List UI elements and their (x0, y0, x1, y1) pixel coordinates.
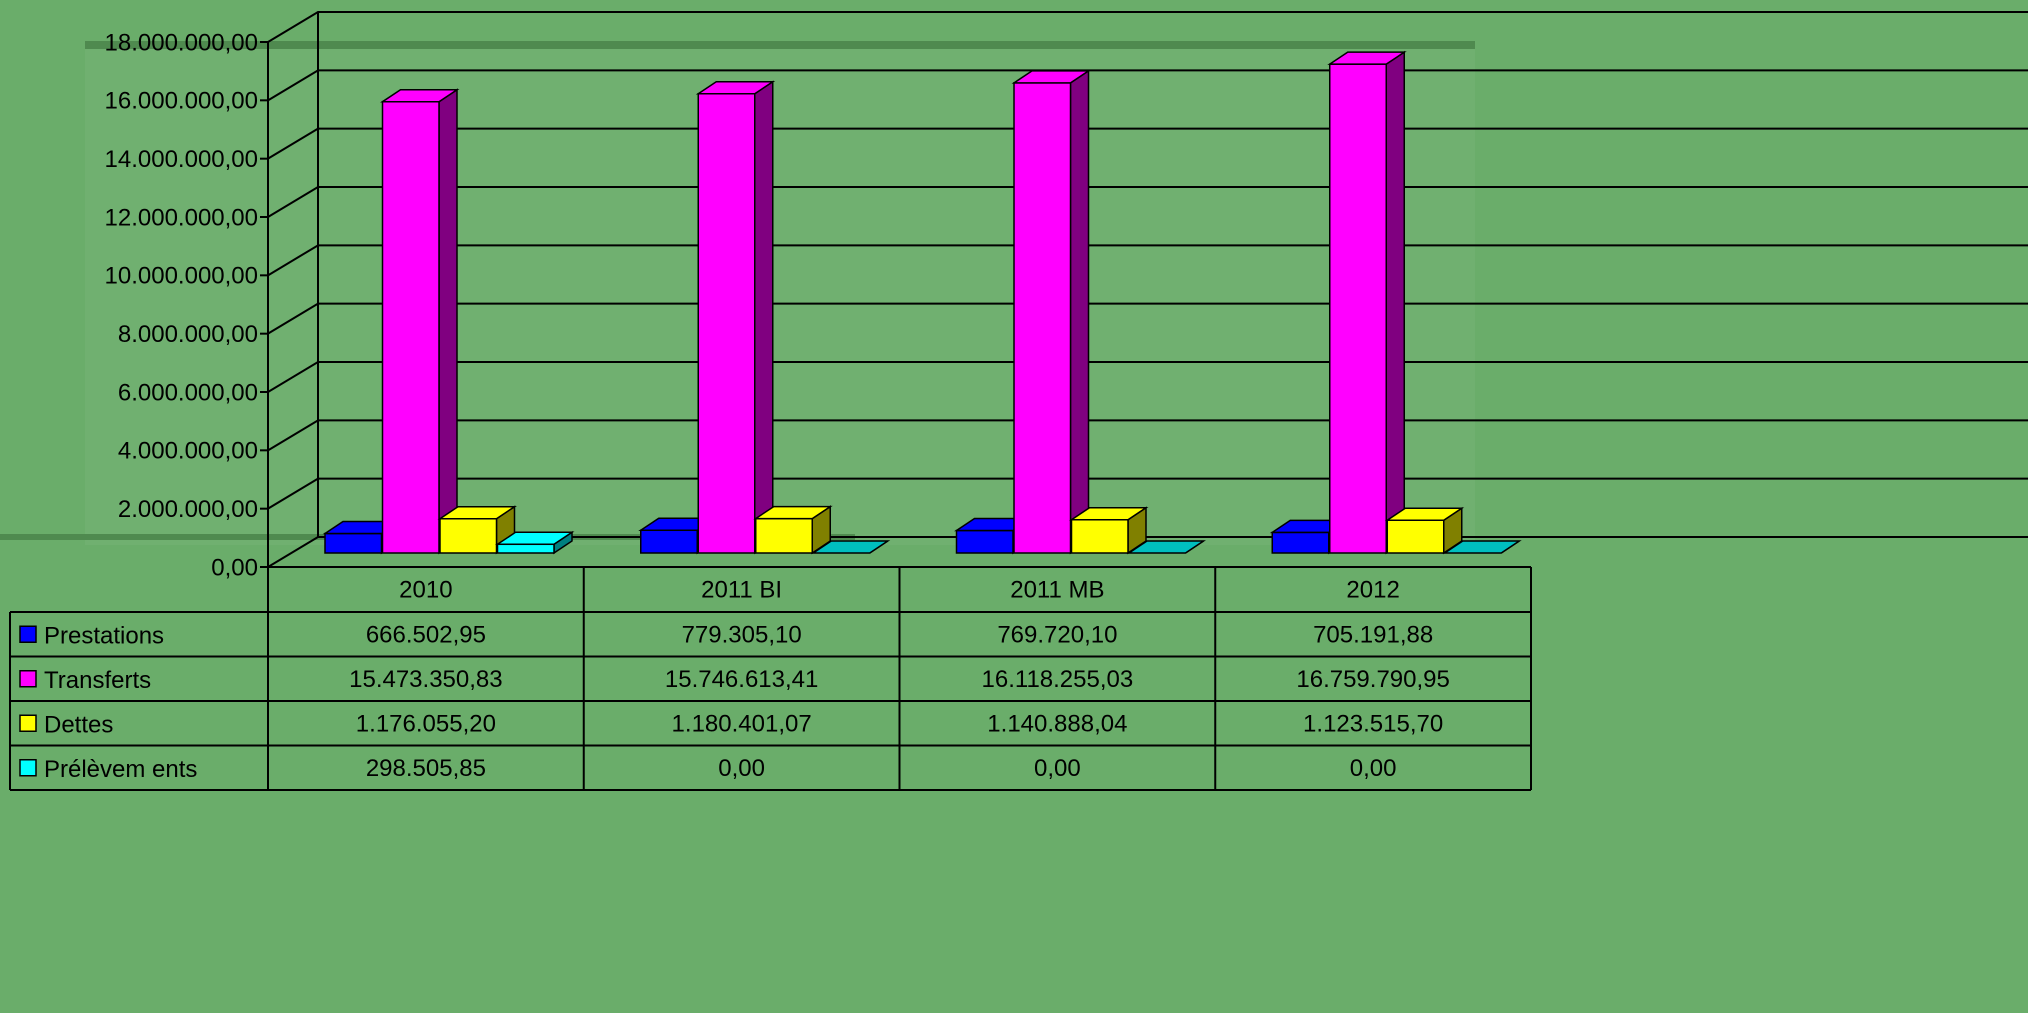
grid-line (267, 361, 2028, 393)
grid-line (267, 127, 2028, 160)
bar (1069, 506, 1149, 555)
bar-front (755, 517, 813, 554)
y-tick-label: 14.000.000,00 (105, 146, 258, 173)
legend-label: Prestations (44, 623, 164, 650)
y-tick-label: 2.000.000,00 (118, 496, 258, 523)
table-cell: 666.502,95 (366, 622, 486, 649)
table-cell: 1.180.401,07 (672, 711, 812, 738)
y-tick-label: 8.000.000,00 (118, 321, 258, 348)
bar-top (1384, 507, 1465, 521)
legend-label: Dettes (44, 712, 113, 739)
bar-front (381, 100, 440, 554)
grid-line (267, 419, 2028, 452)
grid-line (267, 244, 2028, 277)
bar-side (754, 80, 774, 555)
bar-top (1011, 70, 1091, 84)
bar (437, 505, 517, 555)
bar-front (1013, 82, 1072, 554)
bar-top (1327, 51, 1407, 65)
bar (810, 540, 891, 554)
table-cell: 16.118.255,03 (982, 666, 1134, 693)
background-panel (85, 45, 1475, 545)
y-tick-label: 10.000.000,00 (105, 263, 258, 290)
bar-front (640, 529, 698, 554)
bar-top (810, 540, 891, 554)
bar-front (1329, 63, 1387, 554)
bar (1126, 540, 1206, 554)
bar-front (1070, 518, 1129, 554)
bar-top (1442, 540, 1522, 554)
bar-top (1069, 506, 1149, 521)
table-cell: 15.746.613,41 (665, 666, 818, 693)
table-cell: 705.191,88 (1313, 622, 1433, 649)
bar (495, 530, 575, 555)
y-tick-label: 4.000.000,00 (118, 438, 258, 465)
bar-front (324, 532, 383, 554)
bar (695, 80, 776, 555)
table-cell: 779.305,10 (682, 622, 802, 649)
column-header: 2011 MB (1010, 576, 1104, 603)
y-tick-label: 6.000.000,00 (118, 379, 258, 406)
grid-line (267, 477, 2028, 510)
bar-front (697, 92, 756, 554)
bar-top (695, 80, 776, 95)
bar-side (1069, 69, 1090, 555)
table-cell: 0,00 (1034, 755, 1081, 782)
y-tick-label: 16.000.000,00 (105, 88, 258, 115)
bar (753, 505, 833, 555)
table-cell: 1.140.888,04 (987, 711, 1127, 738)
bar-top (380, 88, 460, 103)
table-cell: 1.123.515,70 (1303, 711, 1443, 738)
bar-front (1386, 519, 1445, 554)
table-cell: 769.720,10 (997, 622, 1117, 649)
bar-front (955, 529, 1014, 554)
legend-swatch (19, 714, 37, 732)
legend-label: Prélèvem ents (44, 756, 197, 783)
bar-front (496, 543, 555, 554)
bar-front (439, 517, 498, 554)
table-cell: 15.473.350,83 (349, 666, 502, 693)
bar-top (495, 531, 575, 546)
bar-top (1126, 540, 1206, 554)
column-header: 2012 (1346, 576, 1399, 603)
bar (1327, 50, 1407, 555)
table-cell: 16.759.790,95 (1296, 666, 1449, 693)
bar-front (1271, 531, 1330, 554)
y-tick-label: 0,00 (211, 554, 258, 581)
table-cell: 0,00 (718, 755, 765, 782)
table-cell: 0,00 (1350, 755, 1397, 782)
legend-swatch (19, 670, 37, 688)
legend-swatch (19, 759, 37, 777)
grid-line (267, 11, 2028, 43)
bar (1384, 506, 1465, 555)
bar (1011, 69, 1091, 555)
grid-line (267, 302, 2028, 335)
table-cell: 1.176.055,20 (356, 711, 496, 738)
bar (1442, 540, 1522, 554)
y-tick-label: 18.000.000,00 (105, 29, 258, 56)
column-header: 2011 BI (701, 576, 782, 603)
bar-top (437, 505, 517, 520)
bar-side (438, 88, 458, 555)
bar (380, 88, 460, 555)
table-cell: 298.505,85 (366, 755, 486, 782)
grid-line (267, 69, 2028, 102)
legend-label: Transferts (44, 667, 151, 694)
grid-line (267, 186, 2028, 218)
legend-swatch (19, 625, 37, 643)
y-tick-label: 12.000.000,00 (105, 204, 258, 231)
bar-side (1385, 50, 1405, 555)
bar-top (753, 505, 833, 520)
column-header: 2010 (399, 576, 452, 603)
